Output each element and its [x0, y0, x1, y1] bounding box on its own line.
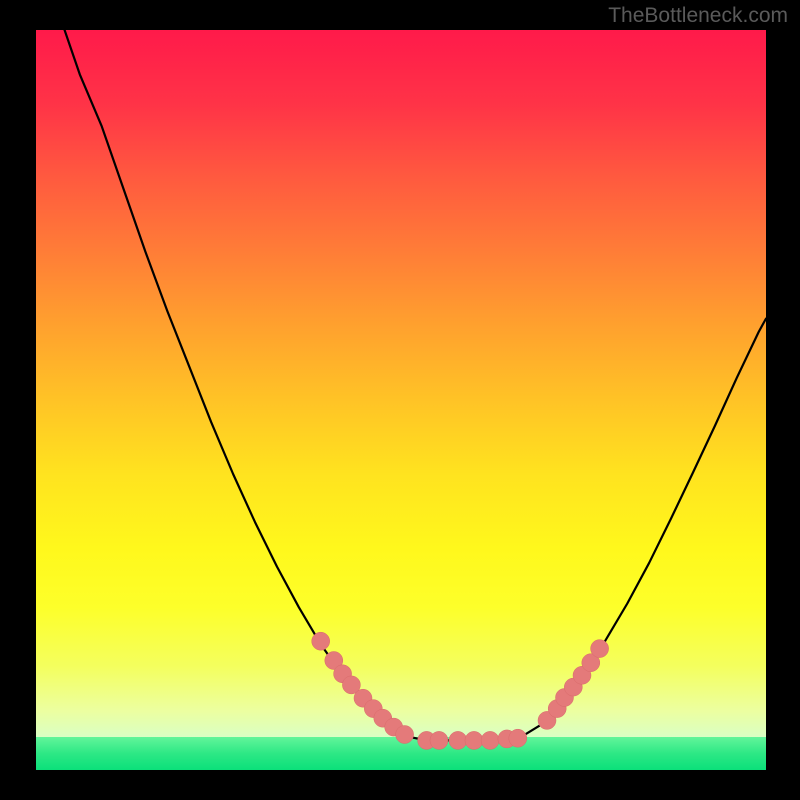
chart-svg	[36, 30, 766, 770]
main-curve	[51, 30, 766, 740]
marker-flat	[509, 729, 527, 747]
marker-flat	[481, 731, 499, 749]
marker-flat	[465, 731, 483, 749]
marker-left	[312, 632, 330, 650]
markers-group	[312, 632, 609, 749]
plot-area	[36, 30, 766, 770]
marker-flat	[430, 731, 448, 749]
marker-flat	[449, 731, 467, 749]
watermark-text: TheBottleneck.com	[608, 4, 788, 28]
marker-left	[396, 726, 414, 744]
marker-right	[591, 640, 609, 658]
